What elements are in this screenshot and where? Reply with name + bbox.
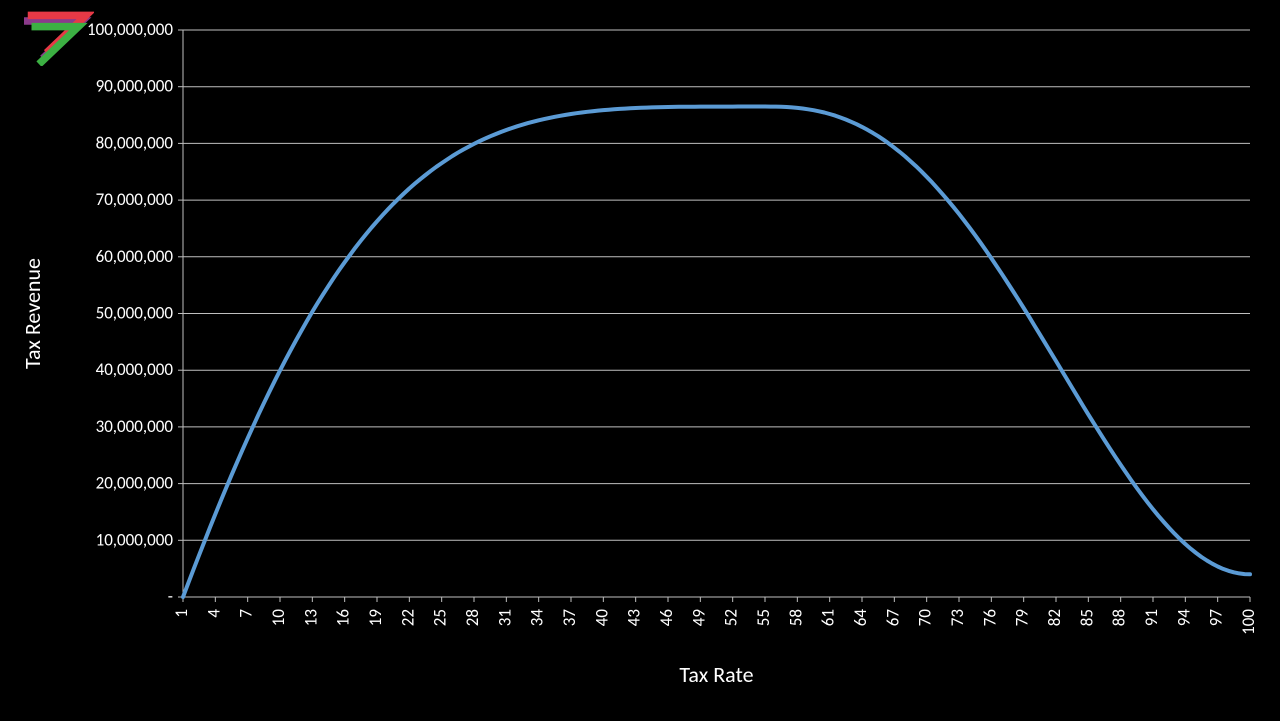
revenue-curve bbox=[183, 107, 1250, 598]
x-tick-label: 4 bbox=[203, 609, 224, 618]
x-tick-label: 76 bbox=[979, 609, 1000, 627]
x-tick-label: 91 bbox=[1141, 609, 1162, 626]
x-tick-label: 70 bbox=[915, 609, 936, 627]
x-tick-label: 46 bbox=[656, 609, 677, 627]
y-tick-label: 10,000,000 bbox=[96, 529, 174, 550]
x-tick-label: 82 bbox=[1044, 609, 1065, 626]
y-tick-label: 40,000,000 bbox=[96, 359, 174, 380]
x-tick-label: 10 bbox=[268, 609, 289, 627]
x-tick-label: 58 bbox=[785, 609, 806, 626]
x-tick-label: 37 bbox=[559, 609, 580, 627]
x-tick-label: 61 bbox=[818, 609, 839, 626]
x-tick-label: 1 bbox=[171, 609, 192, 618]
x-tick-label: 94 bbox=[1173, 609, 1194, 627]
y-tick-label: 50,000,000 bbox=[96, 303, 174, 324]
x-tick-label: 64 bbox=[850, 609, 871, 627]
x-tick-label: 79 bbox=[1012, 609, 1033, 627]
x-tick-label: 16 bbox=[333, 609, 354, 627]
x-tick-label: 85 bbox=[1076, 609, 1097, 626]
y-axis-title: Tax Revenue bbox=[19, 258, 46, 369]
x-tick-label: 55 bbox=[753, 609, 774, 626]
y-tick-label: - bbox=[168, 586, 173, 607]
x-tick-label: 19 bbox=[365, 609, 386, 627]
y-tick-label: 30,000,000 bbox=[96, 416, 174, 437]
y-tick-label: 100,000,000 bbox=[87, 19, 173, 40]
x-axis-title: Tax Rate bbox=[679, 661, 753, 688]
x-tick-label: 67 bbox=[882, 609, 903, 627]
x-tick-label: 97 bbox=[1206, 609, 1227, 627]
y-tick-label: 80,000,000 bbox=[96, 132, 174, 153]
x-tick-label: 52 bbox=[721, 609, 742, 626]
x-tick-label: 25 bbox=[430, 609, 451, 626]
x-tick-label: 22 bbox=[397, 609, 418, 626]
x-tick-label: 31 bbox=[494, 609, 515, 626]
y-tick-label: 90,000,000 bbox=[96, 76, 174, 97]
y-tick-label: 60,000,000 bbox=[96, 246, 174, 267]
x-tick-label: 40 bbox=[591, 609, 612, 627]
x-tick-label: 88 bbox=[1109, 609, 1130, 626]
x-tick-label: 7 bbox=[236, 609, 257, 618]
x-tick-label: 73 bbox=[947, 609, 968, 626]
x-tick-label: 43 bbox=[624, 609, 645, 626]
x-tick-label: 28 bbox=[462, 609, 483, 626]
x-tick-label: 13 bbox=[300, 609, 321, 626]
y-tick-label: 20,000,000 bbox=[96, 473, 174, 494]
laffer-curve-chart: - 10,000,000 20,000,000 30,000,000 40,000,00… bbox=[0, 0, 1280, 721]
x-tick-label: 100 bbox=[1238, 609, 1259, 635]
y-tick-label: 70,000,000 bbox=[96, 189, 174, 210]
x-tick-label: 34 bbox=[527, 609, 548, 627]
x-tick-label: 49 bbox=[688, 609, 709, 627]
